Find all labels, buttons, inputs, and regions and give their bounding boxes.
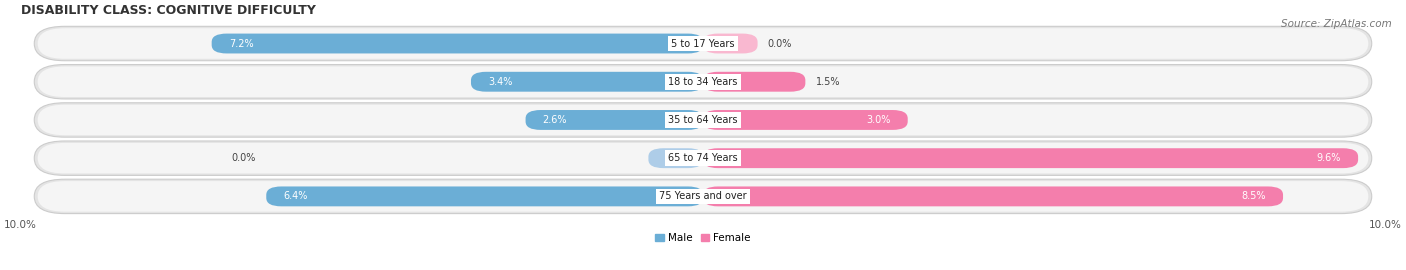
Text: 2.6%: 2.6%	[543, 115, 567, 125]
FancyBboxPatch shape	[34, 103, 1372, 137]
Text: 35 to 64 Years: 35 to 64 Years	[668, 115, 738, 125]
FancyBboxPatch shape	[703, 33, 758, 53]
FancyBboxPatch shape	[38, 181, 1368, 212]
Text: 75 Years and over: 75 Years and over	[659, 191, 747, 201]
FancyBboxPatch shape	[703, 187, 1284, 206]
Text: Source: ZipAtlas.com: Source: ZipAtlas.com	[1281, 19, 1392, 29]
FancyBboxPatch shape	[703, 72, 806, 92]
FancyBboxPatch shape	[38, 143, 1368, 173]
FancyBboxPatch shape	[266, 187, 703, 206]
FancyBboxPatch shape	[38, 28, 1368, 59]
FancyBboxPatch shape	[212, 33, 703, 53]
FancyBboxPatch shape	[34, 141, 1372, 176]
FancyBboxPatch shape	[471, 72, 703, 92]
Text: 8.5%: 8.5%	[1241, 191, 1265, 201]
Text: 65 to 74 Years: 65 to 74 Years	[668, 153, 738, 163]
FancyBboxPatch shape	[34, 65, 1372, 99]
Text: 7.2%: 7.2%	[229, 39, 253, 49]
FancyBboxPatch shape	[526, 110, 703, 130]
FancyBboxPatch shape	[34, 26, 1372, 61]
Text: 5 to 17 Years: 5 to 17 Years	[671, 39, 735, 49]
Text: 3.0%: 3.0%	[866, 115, 890, 125]
Text: 9.6%: 9.6%	[1316, 153, 1341, 163]
Text: 18 to 34 Years: 18 to 34 Years	[668, 77, 738, 87]
Text: 0.0%: 0.0%	[768, 39, 792, 49]
FancyBboxPatch shape	[38, 105, 1368, 135]
FancyBboxPatch shape	[648, 148, 703, 168]
FancyBboxPatch shape	[34, 179, 1372, 214]
Text: 1.5%: 1.5%	[815, 77, 841, 87]
FancyBboxPatch shape	[703, 148, 1358, 168]
Text: 3.4%: 3.4%	[488, 77, 512, 87]
Legend: Male, Female: Male, Female	[651, 229, 755, 247]
FancyBboxPatch shape	[38, 66, 1368, 97]
Text: 6.4%: 6.4%	[284, 191, 308, 201]
Text: DISABILITY CLASS: COGNITIVE DIFFICULTY: DISABILITY CLASS: COGNITIVE DIFFICULTY	[21, 4, 315, 17]
Text: 0.0%: 0.0%	[232, 153, 256, 163]
FancyBboxPatch shape	[703, 110, 908, 130]
